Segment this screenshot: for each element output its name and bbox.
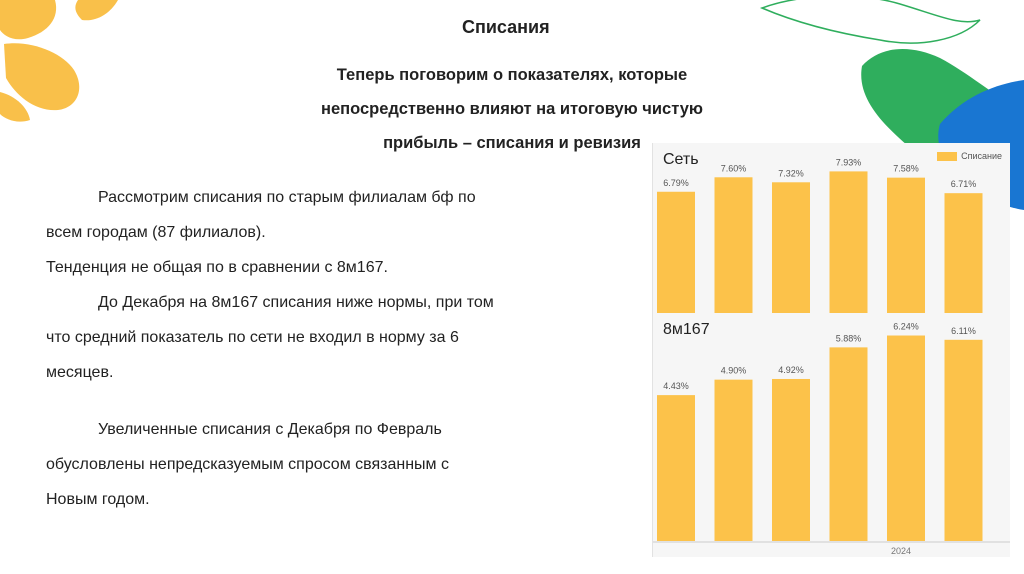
bar-8m167-3	[829, 347, 868, 541]
bar-network-2	[772, 182, 810, 313]
bar-data-label: 4.92%	[778, 365, 804, 375]
bar-8m167-2	[772, 378, 810, 541]
subtitle-line: Теперь поговорим о показателях, которые	[336, 66, 688, 84]
slide-title: Списания	[462, 17, 550, 37]
body-line: Рассмотрим списания по старым филиалам б…	[98, 189, 476, 206]
body-line: Увеличенные списания с Декабря по Феврал…	[98, 421, 442, 438]
body-line: Новым годом.	[46, 491, 150, 508]
chart-panel: 6.79% 7.60% 7.32% 7.93% 7.58% 6.71% 4.43% 4.90%…	[652, 143, 1010, 557]
bar-data-label: 7.32%	[778, 168, 804, 178]
legend-swatch	[937, 151, 958, 161]
chart-legend: Списание	[937, 151, 1002, 161]
bar-charts: 6.79% 7.60% 7.32% 7.93% 7.58% 6.71% 4.43% 4.90%…	[653, 157, 1010, 543]
body-line: Тенденция не общая по в сравнении с 8м16…	[46, 259, 388, 276]
bar-network-5	[944, 193, 983, 313]
subtitle-line: непосредственно влияют на итоговую чисту…	[321, 100, 703, 118]
body-line: что средний показатель по сети не входил…	[46, 329, 459, 346]
bar-data-label: 7.93%	[836, 157, 862, 167]
bar-data-label: 6.79%	[663, 178, 689, 188]
bar-network-3	[829, 171, 868, 313]
chart-title-8m167: 8м167	[663, 321, 710, 338]
bar-8m167-5	[944, 339, 983, 541]
body-line: всем городам (87 филиалов).	[46, 224, 266, 241]
bar-8m167-1	[714, 379, 753, 541]
slide-body-text: Рассмотрим списания по старым филиалам б…	[46, 180, 606, 517]
subtitle-line: прибыль – списания и ревизия	[383, 134, 641, 152]
body-line: До Декабря на 8м167 списания ниже нормы,…	[98, 294, 494, 311]
x-axis-label-year: 2024	[891, 546, 912, 556]
chart-title-network: Сеть	[663, 151, 699, 168]
orange-leaf-decoration	[0, 0, 118, 122]
bar-data-label: 6.11%	[951, 326, 976, 336]
bar-data-label: 6.24%	[893, 322, 919, 332]
bar-data-label: 4.90%	[721, 366, 747, 376]
body-line: обусловлены непредсказуемым спросом связ…	[46, 456, 449, 473]
outline-leaf-decoration	[759, 0, 981, 44]
bar-8m167-0	[657, 395, 695, 541]
slide-subtitle: Теперь поговорим о показателях, которые …	[262, 58, 762, 160]
body-line: месяцев.	[46, 364, 114, 381]
bar-data-label: 7.60%	[721, 163, 747, 173]
bar-network-0	[657, 191, 695, 313]
bar-data-label: 4.43%	[663, 381, 689, 391]
bar-data-label: 7.58%	[893, 164, 919, 174]
bar-data-label: 5.88%	[836, 333, 862, 343]
bar-network-1	[714, 177, 753, 313]
bar-network-4	[887, 177, 925, 313]
bar-8m167-4	[887, 335, 925, 541]
bar-data-label: 6.71%	[951, 179, 977, 189]
legend-label: Списание	[961, 151, 1002, 161]
